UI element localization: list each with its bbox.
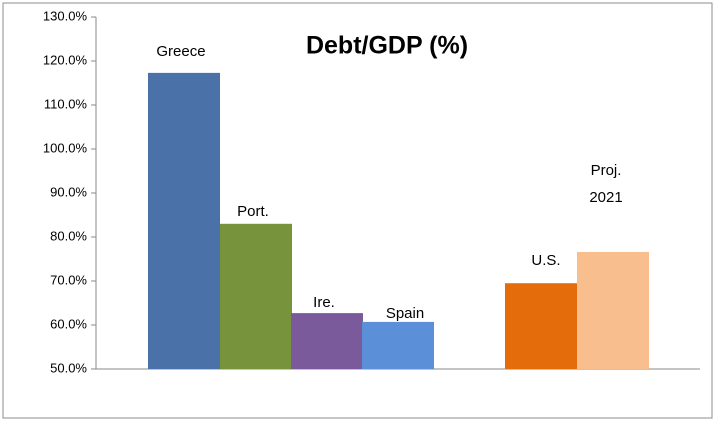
chart-title: Debt/GDP (%) xyxy=(306,32,468,60)
bar-label-box: Spain xyxy=(385,305,425,322)
bar-label: Proj. 2021 xyxy=(589,162,623,206)
y-tick-label: 50.0% xyxy=(50,360,87,375)
bar-label-box: Ire. xyxy=(313,294,335,311)
bar-label-box: U.S. xyxy=(531,252,561,269)
bar-label: Greece xyxy=(156,43,206,60)
bar-label-box: Greece xyxy=(156,43,206,60)
bar xyxy=(148,72,220,369)
y-tick-label: 60.0% xyxy=(50,316,87,331)
bar xyxy=(220,223,292,369)
bar xyxy=(291,313,363,369)
y-tick-label: 70.0% xyxy=(50,272,87,287)
y-tick-label: 110.0% xyxy=(44,96,88,111)
bar-label-box: Port. xyxy=(237,203,269,220)
bar xyxy=(362,321,434,369)
y-tick-label: 80.0% xyxy=(50,228,87,243)
bar xyxy=(577,251,649,369)
bar-label: Port. xyxy=(237,203,269,220)
y-tick-label: 130.0% xyxy=(43,8,88,23)
y-tick-label: 100.0% xyxy=(43,140,88,155)
bar-label: Spain xyxy=(385,305,425,322)
y-tick-label: 120.0% xyxy=(43,52,88,67)
bar-label: U.S. xyxy=(531,252,561,269)
bar xyxy=(505,283,577,369)
y-tick-label: 90.0% xyxy=(50,184,87,199)
bar-label: Ire. xyxy=(313,294,335,311)
bar-label-box: Proj. 2021 xyxy=(589,162,623,206)
